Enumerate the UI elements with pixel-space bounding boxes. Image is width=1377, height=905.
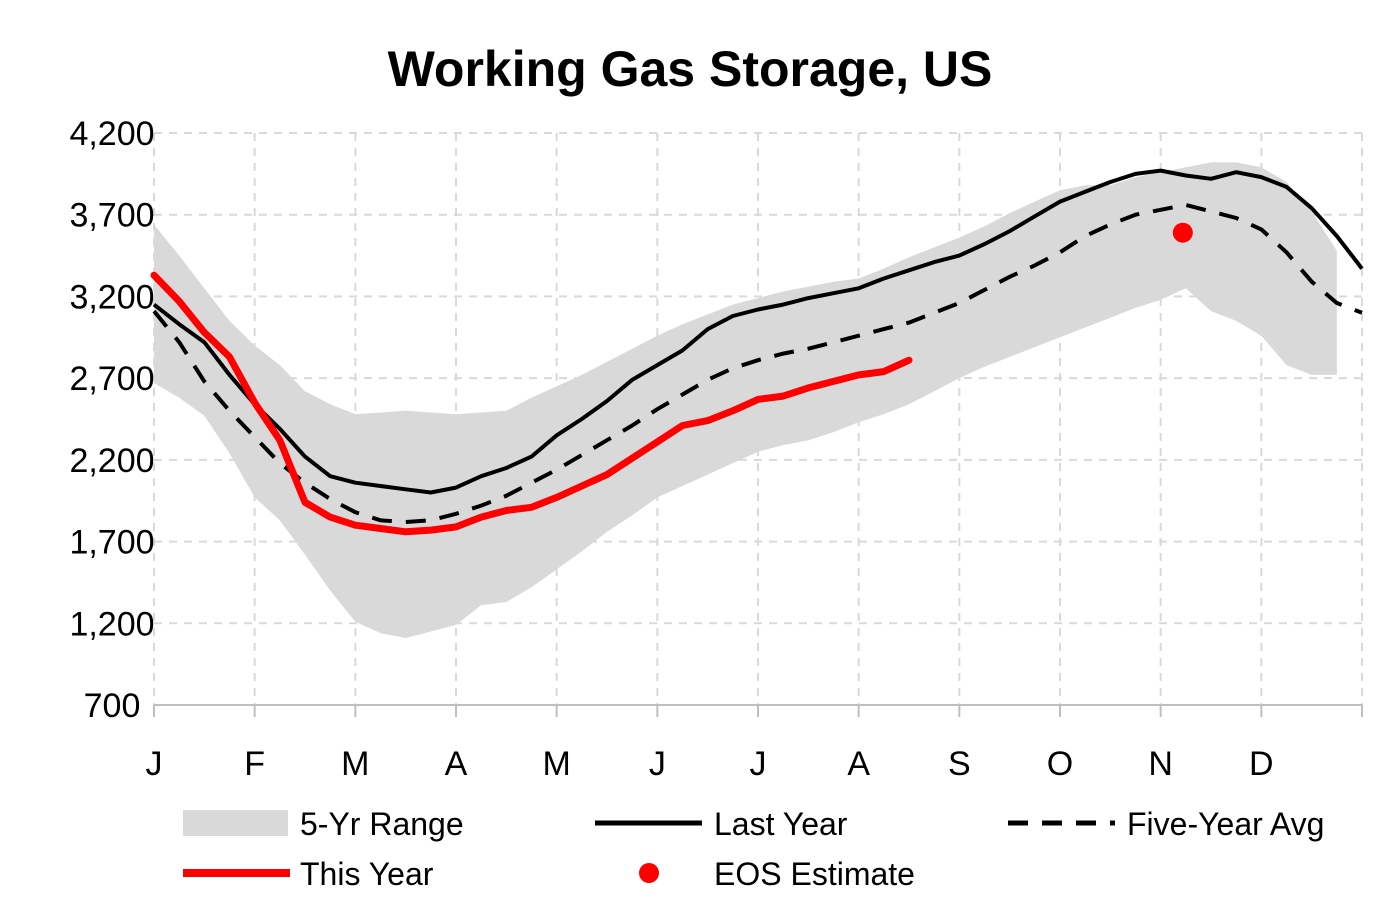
series-line-layer (150, 168, 1364, 536)
range-band (154, 162, 1337, 638)
y-axis: 4,200 3,700 3,200 2,700 2,200 1,700 1,200 700 (69, 115, 154, 725)
eos-estimate-point (1172, 222, 1193, 243)
series-line-five-year-avg (152, 202, 1363, 524)
x-tick-label: M (341, 745, 369, 783)
x-tick-label: O (1047, 745, 1073, 783)
legend-label-range: 5-Yr Range (300, 806, 464, 842)
legend-swatch-range (183, 810, 288, 836)
legend-swatch-eos (639, 863, 659, 883)
x-tick-label: A (847, 745, 870, 783)
legend-label-last-year: Last Year (714, 806, 848, 842)
x-tick-label: J (146, 745, 163, 783)
legend: 5-Yr Range Last Year Five-Year Avg This … (183, 806, 1324, 892)
legend-label-eos: EOS Estimate (714, 856, 915, 892)
x-tick-label: J (750, 745, 767, 783)
y-tick-label: 3,700 (69, 197, 154, 235)
x-tick-label: N (1148, 745, 1173, 783)
y-tick-label: 2,200 (69, 442, 154, 480)
x-tick-label: J (649, 745, 666, 783)
y-tick-label: 1,200 (69, 605, 154, 643)
x-tick-label: D (1249, 745, 1274, 783)
y-tick-label: 2,700 (69, 360, 154, 398)
series-line-last-year (152, 168, 1364, 495)
legend-label-five-year-avg: Five-Year Avg (1127, 806, 1324, 842)
x-tick-label: F (244, 745, 265, 783)
y-tick-label: 4,200 (69, 115, 154, 153)
x-tick-label: A (445, 745, 468, 783)
legend-label-this-year: This Year (300, 856, 434, 892)
range-band-layer (154, 162, 1337, 638)
y-tick-label: 3,200 (69, 278, 154, 316)
x-tick-label: S (948, 745, 971, 783)
y-tick-label: 700 (84, 687, 141, 725)
x-tick-label: M (543, 745, 571, 783)
chart-title: Working Gas Storage, US (388, 41, 993, 97)
y-tick-label: 1,700 (69, 524, 154, 562)
series-line-this-year (150, 271, 913, 536)
